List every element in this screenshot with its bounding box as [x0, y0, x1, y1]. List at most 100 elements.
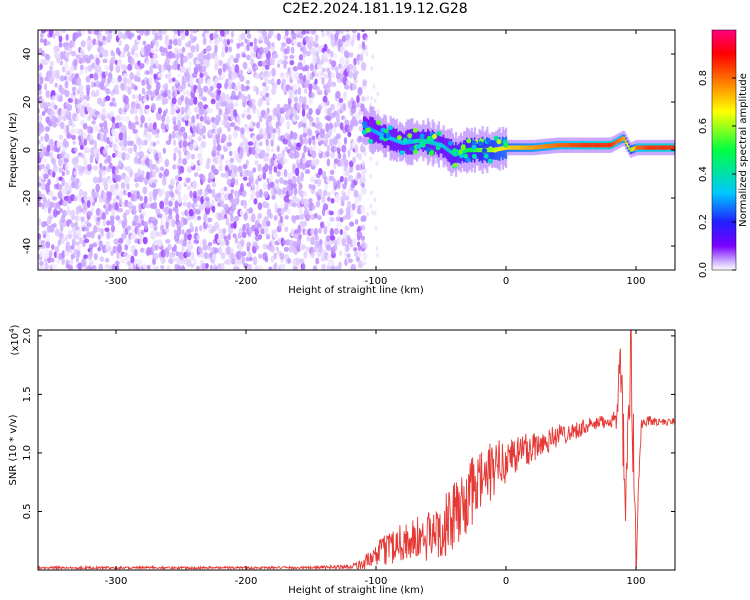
noise-speckle	[264, 163, 269, 173]
noise-speckle	[108, 245, 112, 252]
noise-speckle	[78, 140, 83, 147]
noise-speckle	[64, 57, 69, 63]
noise-speckle	[39, 98, 45, 105]
noise-speckle	[226, 258, 232, 266]
noise-speckle	[129, 57, 135, 66]
noise-speckle	[53, 208, 58, 218]
noise-speckle	[312, 236, 316, 241]
noise-speckle	[137, 168, 142, 177]
noise-speckle	[188, 52, 194, 59]
noise-speckle	[201, 125, 207, 134]
signal-core	[637, 145, 640, 150]
signal-core	[592, 143, 595, 148]
noise-speckle	[121, 232, 127, 240]
noise-speckle	[64, 181, 69, 191]
noise-speckle	[258, 46, 265, 55]
noise-speckle	[348, 258, 353, 264]
noise-speckle	[128, 266, 132, 270]
noise-speckle	[189, 190, 193, 199]
noise-speckle	[85, 84, 91, 92]
noise-speckle	[375, 245, 379, 251]
noise-speckle	[333, 228, 339, 235]
noise-speckle	[304, 137, 309, 145]
noise-speckle	[79, 69, 84, 76]
noise-speckle	[365, 211, 369, 217]
noise-speckle	[85, 94, 90, 102]
signal-core	[465, 148, 469, 153]
noise-speckle	[234, 64, 240, 74]
noise-speckle	[118, 219, 123, 225]
noise-speckle	[95, 208, 101, 216]
noise-speckle	[164, 82, 169, 91]
noise-speckle	[173, 30, 178, 35]
noise-speckle	[323, 225, 328, 235]
noise-speckle	[106, 231, 111, 240]
signal-blob	[368, 138, 374, 144]
noise-speckle	[223, 186, 228, 192]
noise-speckle	[67, 97, 74, 103]
noise-speckle	[279, 194, 285, 200]
signal-core	[397, 138, 400, 144]
noise-speckle	[130, 189, 135, 195]
noise-speckle	[369, 190, 373, 196]
noise-speckle	[201, 32, 206, 38]
noise-speckle	[341, 237, 347, 247]
noise-speckle	[189, 244, 194, 250]
noise-speckle	[196, 215, 202, 221]
noise-speckle	[170, 107, 176, 116]
noise-speckle	[347, 131, 352, 138]
noise-speckle	[257, 60, 264, 67]
x-tick-label: 100	[626, 576, 645, 587]
noise-speckle	[165, 140, 171, 146]
signal-core	[665, 145, 668, 150]
noise-speckle	[242, 108, 248, 116]
noise-speckle	[199, 57, 205, 66]
noise-speckle	[345, 30, 350, 33]
noise-speckle	[119, 52, 126, 58]
noise-speckle	[256, 121, 261, 129]
noise-speckle	[92, 265, 97, 270]
noise-speckle	[286, 45, 291, 54]
noise-speckle	[87, 35, 91, 41]
noise-speckle	[243, 95, 248, 103]
noise-speckle	[218, 246, 223, 255]
noise-speckle	[321, 263, 326, 270]
noise-speckle	[268, 30, 274, 37]
noise-speckle	[240, 182, 244, 193]
noise-speckle	[39, 76, 44, 85]
noise-speckle	[180, 94, 184, 102]
signal-core	[405, 140, 408, 145]
noise-speckle	[61, 258, 66, 265]
noise-speckle	[159, 46, 165, 53]
noise-speckle	[356, 32, 361, 41]
noise-speckle	[38, 233, 42, 240]
noise-speckle	[323, 189, 328, 197]
noise-speckle	[80, 119, 85, 126]
noise-speckle	[80, 216, 85, 222]
noise-speckle	[230, 177, 236, 186]
noise-speckle	[356, 231, 363, 239]
noise-speckle	[318, 60, 323, 65]
figure-title: C2E2.2024.181.19.12.G28	[282, 1, 468, 17]
noise-speckle	[133, 85, 138, 91]
noise-speckle	[55, 210, 61, 215]
noise-speckle	[369, 203, 373, 209]
noise-speckle	[302, 96, 307, 105]
noise-speckle	[64, 153, 70, 159]
signal-core	[553, 143, 556, 148]
noise-speckle	[253, 198, 258, 205]
noise-speckle	[330, 198, 335, 204]
noise-speckle	[229, 102, 234, 110]
noise-speckle	[326, 264, 331, 270]
noise-speckle	[315, 116, 320, 124]
noise-speckle	[213, 247, 219, 254]
noise-speckle	[99, 122, 104, 128]
noise-speckle	[325, 150, 330, 158]
noise-speckle	[123, 95, 129, 105]
noise-speckle	[78, 204, 82, 214]
noise-speckle	[160, 122, 166, 130]
noise-speckle	[260, 149, 266, 159]
spectrogram-marks	[38, 30, 675, 270]
signal-core	[626, 142, 629, 147]
noise-speckle	[61, 188, 67, 195]
